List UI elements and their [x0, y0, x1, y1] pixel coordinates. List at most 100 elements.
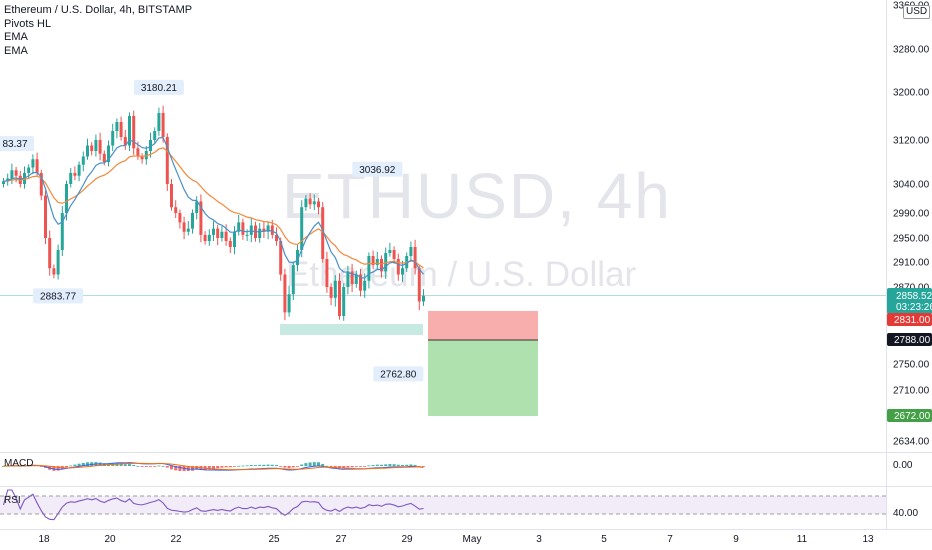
- indicator-pivots[interactable]: Pivots HL: [4, 17, 52, 30]
- macd-bar: [144, 466, 148, 467]
- time-tick-label: 25: [268, 534, 280, 545]
- macd-bar: [384, 464, 388, 466]
- time-tick-label: 20: [104, 534, 116, 545]
- macd-bar: [350, 466, 354, 468]
- candle-body: [199, 201, 203, 235]
- time-tick-label: 9: [733, 534, 739, 545]
- support-zone[interactable]: [280, 324, 423, 335]
- macd-bar: [228, 466, 232, 468]
- candle-body: [165, 137, 169, 184]
- macd-bar: [388, 464, 392, 466]
- symbol-title[interactable]: Ethereum / U.S. Dollar, 4h, BITSTAMP: [4, 4, 193, 16]
- macd-bar: [296, 466, 299, 467]
- candlestick-series: [2, 105, 425, 321]
- candle-body: [317, 201, 320, 208]
- macd-bar: [375, 464, 379, 466]
- candle-body: [77, 164, 81, 176]
- candle-body: [123, 137, 127, 146]
- macd-bar: [413, 464, 417, 466]
- indicator-ema-1[interactable]: EMA: [4, 31, 28, 43]
- candle-body: [350, 271, 354, 284]
- price-tick-label: 2750.00: [893, 360, 930, 371]
- entry-price-label-bg: [887, 333, 932, 346]
- candle-body: [233, 231, 236, 247]
- candle-body: [287, 294, 291, 313]
- macd-bar: [119, 463, 123, 466]
- candle-body: [245, 234, 249, 236]
- macd-bar: [354, 466, 358, 467]
- macd-bar: [69, 465, 73, 467]
- candle-body: [90, 145, 94, 151]
- candle-body: [291, 265, 295, 295]
- macd-bar: [161, 465, 165, 467]
- candle-body: [170, 184, 173, 208]
- macd-bar: [333, 466, 337, 468]
- macd-bar: [39, 466, 43, 467]
- time-tick-label: 13: [862, 534, 874, 545]
- candle-body: [6, 178, 10, 182]
- macd-bar: [233, 466, 236, 467]
- macd-bar: [77, 463, 81, 466]
- time-tick-label: 3: [536, 534, 542, 545]
- candle-body: [35, 159, 39, 173]
- take-profit-zone[interactable]: [428, 340, 538, 416]
- macd-bar: [136, 465, 140, 467]
- entry-price-label: 2788.00: [894, 335, 931, 346]
- candle-body: [56, 250, 60, 275]
- pivot-label-box: [352, 161, 403, 177]
- macd-bar: [86, 462, 89, 466]
- candle-body: [65, 184, 68, 213]
- macd-bar: [212, 466, 215, 469]
- candle-body: [73, 173, 77, 176]
- macd-bar: [157, 465, 161, 467]
- candle-body: [27, 167, 31, 173]
- pivot-label-text: 3180.21: [141, 83, 178, 94]
- candle-body: [283, 274, 287, 313]
- candle-body: [375, 259, 379, 266]
- time-tick-label: 11: [797, 534, 808, 545]
- candle-body: [107, 145, 110, 162]
- candle-body: [422, 295, 425, 302]
- price-tick-label: 2710.00: [893, 386, 930, 397]
- candle-body: [396, 259, 400, 275]
- candle-body: [136, 148, 140, 157]
- time-axis[interactable]: 18 20 22 25 27 29 May 3 5 7 9 11 13: [38, 534, 874, 545]
- macd-bar: [329, 466, 333, 468]
- macd-bar: [65, 466, 68, 468]
- candle-body: [266, 225, 270, 232]
- macd-bar: [241, 465, 245, 467]
- macd-pane-label: MACD: [4, 458, 34, 469]
- candle-body: [262, 228, 266, 232]
- pivot-label-box: [0, 136, 34, 152]
- countdown-label: 03:23:26: [896, 302, 932, 313]
- price-axis[interactable]: 3360.003280.003200.003120.003040.002990.…: [893, 1, 930, 448]
- stop-price-label: 2831.00: [894, 315, 931, 326]
- candle-body: [371, 256, 375, 266]
- candle-body: [300, 207, 304, 250]
- stop-loss-zone[interactable]: [428, 311, 538, 340]
- macd-bar: [56, 466, 60, 471]
- candle-body: [308, 198, 312, 205]
- indicator-ema-2[interactable]: EMA: [4, 44, 28, 57]
- candle-body: [161, 113, 165, 137]
- macd-bar: [300, 464, 304, 466]
- pivot-label-box: [373, 366, 424, 382]
- current-price-label: 2858.52: [896, 291, 932, 302]
- target-price-label-bg: [887, 409, 932, 422]
- macd-bar: [262, 464, 266, 466]
- macd-bar: [123, 464, 127, 466]
- macd-bar: [401, 464, 404, 466]
- macd-bar: [165, 466, 169, 468]
- candle-body: [338, 280, 341, 316]
- macd-bar: [245, 465, 249, 467]
- macd-bar: [371, 465, 375, 466]
- macd-bar: [325, 465, 329, 467]
- macd-bar: [279, 466, 283, 467]
- candle-body: [220, 231, 224, 238]
- candle-body: [296, 250, 299, 266]
- candle-body: [212, 228, 215, 235]
- candle-body: [157, 113, 161, 131]
- currency-button[interactable]: USD: [903, 5, 931, 19]
- candle-body: [2, 181, 5, 184]
